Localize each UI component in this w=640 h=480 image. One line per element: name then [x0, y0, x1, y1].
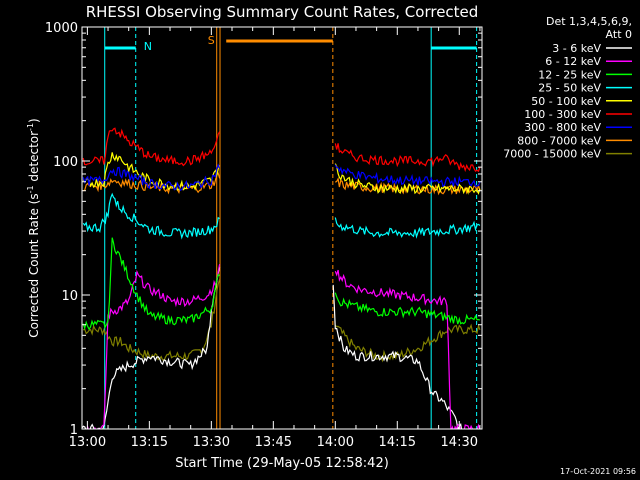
- x-tick-label: 13:00: [69, 435, 106, 450]
- y-axis-title-end: ): [27, 118, 41, 123]
- series-line-6-12-kev: [83, 263, 481, 429]
- series-line-25-50-kev: [82, 192, 481, 240]
- legend-label: 12 - 25 keV: [538, 68, 601, 81]
- series-line-300-800-kev: [82, 163, 481, 192]
- series-line-3-6-kev: [82, 267, 480, 429]
- y-tick-label: 1: [70, 423, 78, 438]
- x-tick-label: 13:30: [193, 435, 230, 450]
- y-axis-title-sup1: -1: [26, 185, 35, 193]
- x-tick-label: 13:45: [255, 435, 292, 450]
- series-line-100-300-kev: [82, 127, 481, 173]
- x-tick-label: 14:15: [379, 435, 416, 450]
- series-line-12-25-kev: [82, 237, 481, 331]
- x-tick-label: 13:15: [131, 435, 168, 450]
- legend-label: 25 - 50 keV: [538, 82, 601, 95]
- night-marker-label: N: [144, 40, 152, 53]
- legend-label: 300 - 800 keV: [524, 121, 601, 134]
- legend-label: 100 - 300 keV: [524, 108, 601, 121]
- plot-frame: [81, 26, 483, 430]
- series-layer: [82, 127, 481, 429]
- legend-label: 7000 - 15000 keV: [503, 148, 601, 161]
- legend-label: 6 - 12 keV: [545, 55, 601, 68]
- legend-header-attenuator: Att 0: [606, 28, 632, 41]
- event-layer: [104, 27, 478, 429]
- y-axis-title-mid: detector: [27, 131, 41, 186]
- x-tick-label: 14:30: [441, 435, 478, 450]
- y-tick-label: 100: [53, 155, 78, 170]
- y-tick-label: 10: [61, 289, 78, 304]
- legend-label: 3 - 6 keV: [552, 42, 601, 55]
- y-tick-label: 1000: [45, 21, 78, 36]
- x-axis-title: Start Time (29-May-05 12:58:42): [175, 456, 389, 471]
- chart-title: RHESSI Observing Summary Count Rates, Co…: [86, 3, 479, 21]
- y-axis-title: Corrected Count Rate (s-1 detector-1): [26, 118, 41, 337]
- legend-label: 800 - 7000 keV: [517, 134, 601, 147]
- legend-header-detectors: Det 1,3,4,5,6,9,: [546, 15, 632, 28]
- legend-label: 50 - 100 keV: [531, 95, 601, 108]
- saa-marker-label: S: [208, 34, 215, 47]
- axis-layer: 13:00 13:15 13:30 13:45 14:00 14:15 14:30 1 10 10…: [45, 21, 482, 450]
- x-tick-label: 14:00: [317, 435, 354, 450]
- y-axis-title-sup2: -1: [26, 123, 35, 131]
- y-axis-title-main: Corrected Count Rate (s: [27, 193, 41, 337]
- series-line-800-7000-kev: [83, 172, 481, 196]
- footer-date: 17-Oct-2021 09:56: [560, 467, 636, 476]
